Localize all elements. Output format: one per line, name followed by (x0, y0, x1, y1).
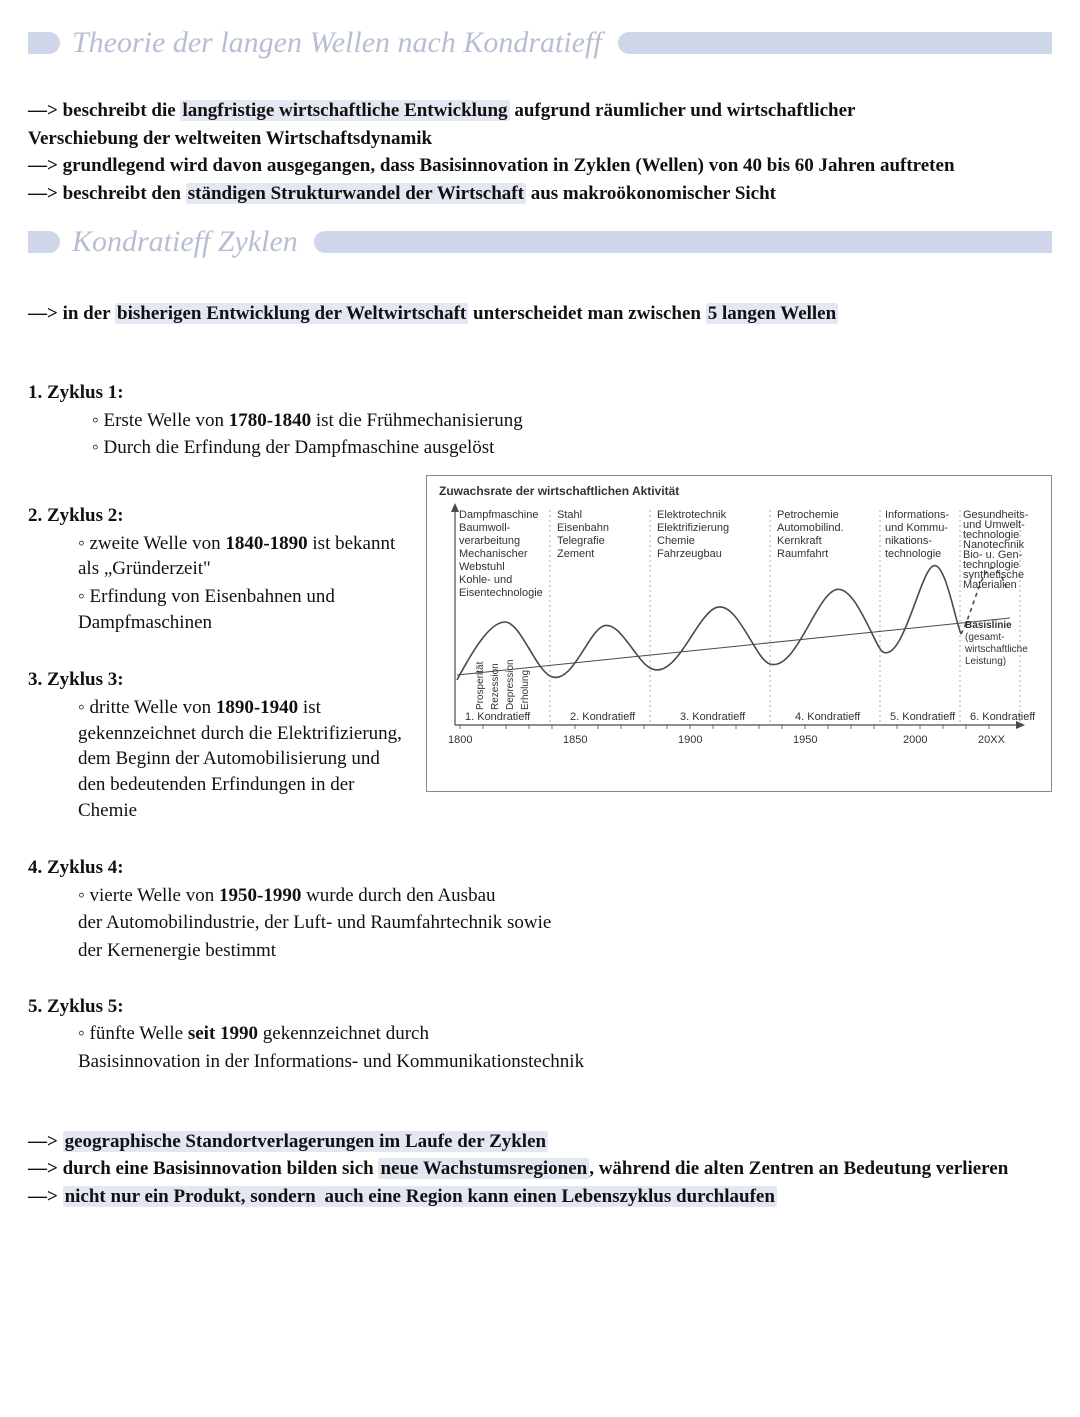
svg-text:Depression: Depression (505, 660, 516, 711)
svg-text:Elektrifizierung: Elektrifizierung (657, 522, 729, 534)
cycle-1-line-1: Erste Welle von 1780-1840 ist die Frühme… (92, 408, 1052, 434)
svg-text:5. Kondratieff: 5. Kondratieff (890, 711, 956, 723)
svg-text:Automobilind.: Automobilind. (777, 522, 844, 534)
cycle-5-line-1: fünfte Welle seit 1990 gekennzeichnet du… (78, 1021, 1052, 1047)
cycle-3-line-1: dritte Welle von 1890-1940 ist gekennzei… (78, 695, 408, 823)
band-left-decoration (28, 32, 60, 54)
svg-text:1800: 1800 (448, 734, 472, 746)
svg-text:verarbeitung: verarbeitung (459, 535, 520, 547)
highlight: ständigen Strukturwandel der Wirtschaft (186, 183, 526, 204)
svg-text:Basislinie: Basislinie (965, 620, 1012, 631)
cycle-1-line-2: Durch die Erfindung der Dampfmaschine au… (92, 435, 1052, 461)
intro-line-1: —> beschreibt die langfristige wirtschaf… (28, 98, 1052, 124)
cycle-5-line-2: Basisinnovation in der Informations- und… (78, 1049, 1052, 1075)
svg-text:Dampfmaschine: Dampfmaschine (459, 509, 538, 521)
cycle-4-line-2: der Automobilindustrie, der Luft- und Ra… (78, 910, 1052, 936)
svg-text:wirtschaftliche: wirtschaftliche (964, 644, 1028, 655)
heading-band-1: Theorie der langen Wellen nach Kondratie… (28, 26, 1052, 60)
svg-text:Materialien: Materialien (963, 579, 1017, 591)
cycle-2-title: 2. Zyklus 2: (28, 503, 408, 529)
cycle-2-line-1: zweite Welle von 1840-1890 ist bekannt a… (78, 531, 408, 582)
note-line: —> in der bisherigen Entwicklung der Wel… (28, 301, 1052, 327)
svg-text:1850: 1850 (563, 734, 587, 746)
svg-text:2000: 2000 (903, 734, 927, 746)
highlight: langfristige wirtschaftliche Entwicklung (180, 100, 509, 121)
svg-text:Chemie: Chemie (657, 535, 695, 547)
svg-text:Kernkraft: Kernkraft (777, 535, 822, 547)
band-right-decoration (618, 32, 1052, 54)
intro-line-1b: Verschiebung der weltweiten Wirtschaftsd… (28, 126, 1052, 152)
highlight: 5 langen Wellen (706, 303, 838, 324)
highlight: geographische Standortverlagerungen im L… (63, 1131, 549, 1152)
cycle-1-title: 1. Zyklus 1: (28, 380, 1052, 406)
svg-text:Elektrotechnik: Elektrotechnik (657, 509, 727, 521)
cycle-4-title: 4. Zyklus 4: (28, 855, 1052, 881)
svg-text:20XX: 20XX (978, 734, 1006, 746)
cycle-3-title: 3. Zyklus 3: (28, 667, 408, 693)
footer-line-1: —> geographische Standortverlagerungen i… (28, 1129, 1052, 1155)
cycle-2-line-2: Erfindung von Eisenbahnen und Dampfmasch… (78, 584, 408, 635)
intro-line-2: —> grundlegend wird davon ausgegangen, d… (28, 153, 1052, 179)
svg-text:Rezession: Rezession (490, 663, 501, 710)
svg-text:Erholung: Erholung (520, 670, 531, 710)
cycle-5-title: 5. Zyklus 5: (28, 994, 1052, 1020)
svg-text:Eisentechnologie: Eisentechnologie (459, 587, 543, 599)
svg-text:Telegrafie: Telegrafie (557, 535, 605, 547)
svg-text:6. Kondratieff: 6. Kondratieff (970, 711, 1035, 723)
footer-line-2: —> durch eine Basisinnovation bilden sic… (28, 1156, 1052, 1182)
svg-text:Baumwoll-: Baumwoll- (459, 522, 511, 534)
svg-text:nikations-: nikations- (885, 535, 932, 547)
svg-text:Petrochemie: Petrochemie (777, 509, 839, 521)
svg-text:Fahrzeugbau: Fahrzeugbau (657, 548, 722, 560)
svg-text:Mechanischer: Mechanischer (459, 548, 528, 560)
heading-band-2: Kondratieff Zyklen (28, 225, 1052, 259)
svg-text:4. Kondratieff: 4. Kondratieff (795, 711, 861, 723)
highlight: bisherigen Entwicklung der Weltwirtschaf… (115, 303, 468, 324)
svg-text:Webstuhl: Webstuhl (459, 561, 505, 573)
intro-line-3: —> beschreibt den ständigen Strukturwand… (28, 181, 1052, 207)
svg-text:Kohle- und: Kohle- und (459, 574, 512, 586)
svg-text:(gesamt-: (gesamt- (965, 632, 1004, 643)
highlight: auch eine Region kann einen Lebenszyklus… (322, 1186, 776, 1207)
svg-text:1950: 1950 (793, 734, 817, 746)
svg-text:1900: 1900 (678, 734, 702, 746)
highlight: nicht nur ein Produkt, sondern (63, 1186, 323, 1207)
chart-svg: DampfmaschineBaumwoll-verarbeitungMechan… (435, 500, 1035, 780)
svg-text:Informations-: Informations- (885, 509, 950, 521)
kondratieff-chart: Zuwachsrate der wirtschaftlichen Aktivit… (426, 475, 1052, 792)
footer-line-3: —> nicht nur ein Produkt, sondern auch e… (28, 1184, 1052, 1210)
svg-text:Zement: Zement (557, 548, 594, 560)
svg-text:Leistung): Leistung) (965, 656, 1006, 667)
two-column-layout: 2. Zyklus 2: zweite Welle von 1840-1890 … (28, 475, 1052, 825)
svg-text:1. Kondratieff: 1. Kondratieff (465, 711, 531, 723)
band-right-decoration (314, 231, 1052, 253)
svg-text:Raumfahrt: Raumfahrt (777, 548, 828, 560)
cycle-4-line-1: vierte Welle von 1950-1990 wurde durch d… (78, 883, 1052, 909)
svg-text:und Kommu-: und Kommu- (885, 522, 948, 534)
svg-text:Stahl: Stahl (557, 509, 582, 521)
highlight: neue Wachstumsregionen (378, 1158, 589, 1179)
svg-text:Eisenbahn: Eisenbahn (557, 522, 609, 534)
band-left-decoration (28, 231, 60, 253)
page-title-2: Kondratieff Zyklen (72, 225, 304, 259)
svg-text:2. Kondratieff: 2. Kondratieff (570, 711, 636, 723)
svg-text:technologie: technologie (885, 548, 941, 560)
page-title-1: Theorie der langen Wellen nach Kondratie… (72, 26, 608, 60)
chart-title: Zuwachsrate der wirtschaftlichen Aktivit… (439, 484, 1047, 498)
svg-text:Prosperität: Prosperität (475, 662, 486, 711)
svg-text:3. Kondratieff: 3. Kondratieff (680, 711, 746, 723)
cycle-4-line-3: der Kernenergie bestimmt (78, 938, 1052, 964)
